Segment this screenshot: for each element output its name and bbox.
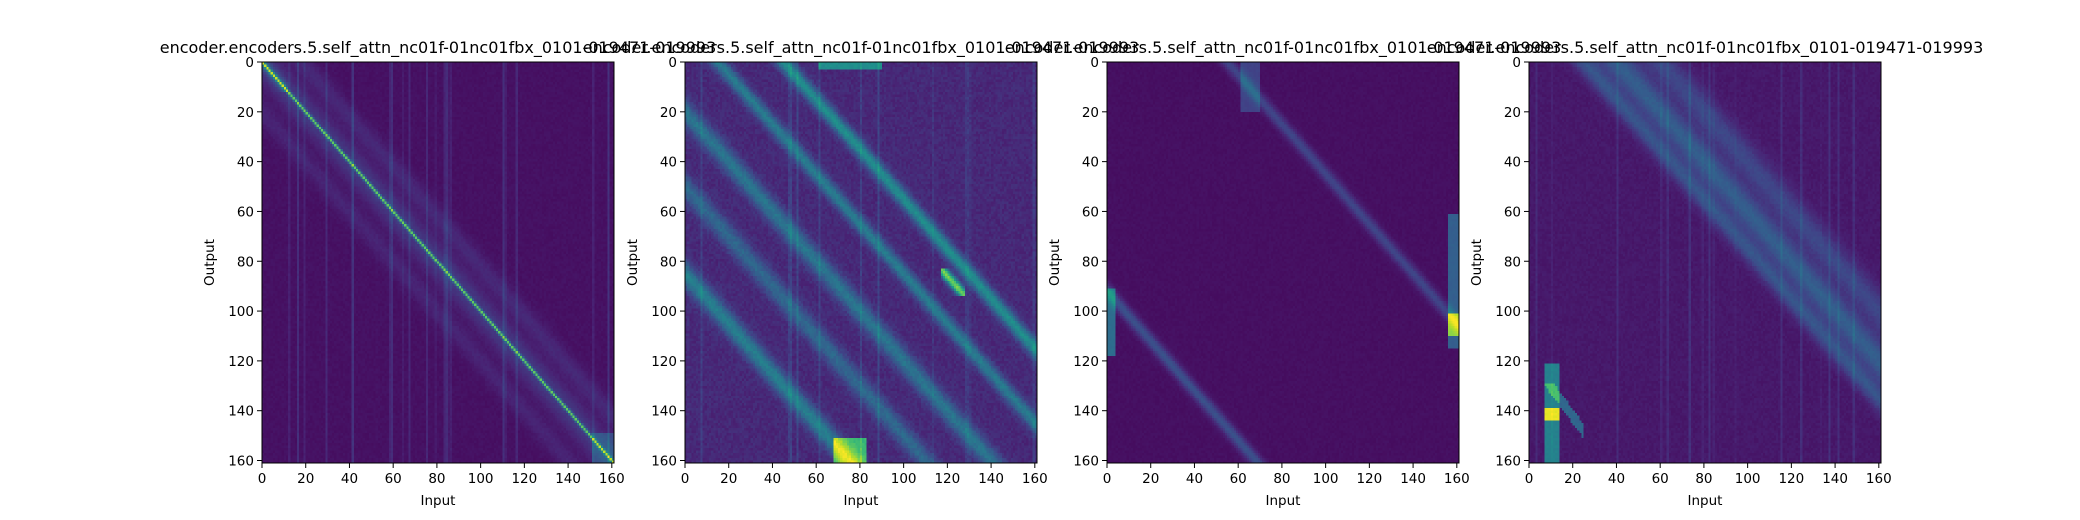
x-tick-label: 120 bbox=[934, 471, 960, 487]
chart-title: encoder.encoders.5.self_attn_nc01f-01nc0… bbox=[160, 38, 717, 58]
y-tick-label: 60 bbox=[237, 204, 254, 220]
heatmap-image-2 bbox=[685, 62, 1037, 463]
y-tick-label: 80 bbox=[1082, 254, 1099, 270]
x-tick-label: 0 bbox=[1525, 471, 1534, 487]
y-axis-label: Output bbox=[1047, 239, 1063, 286]
x-tick-label: 100 bbox=[1735, 471, 1761, 487]
y-tick-label: 160 bbox=[228, 454, 254, 470]
x-tick-label: 160 bbox=[599, 471, 625, 487]
y-tick-label: 80 bbox=[660, 254, 677, 270]
y-tick-label: 0 bbox=[1090, 55, 1099, 71]
y-tick-label: 100 bbox=[1073, 304, 1099, 320]
y-tick-label: 60 bbox=[1504, 204, 1521, 220]
y-tick-label: 40 bbox=[1082, 155, 1099, 171]
x-tick-label: 160 bbox=[1866, 471, 1892, 487]
x-tick-label: 20 bbox=[1564, 471, 1581, 487]
axes-frame-4 bbox=[1528, 61, 1882, 464]
y-axis-label: Output bbox=[1469, 239, 1485, 286]
x-tick-label: 160 bbox=[1022, 471, 1048, 487]
x-tick-label: 0 bbox=[258, 471, 267, 487]
heatmap-panel-3: 0 20 40 60 80 100 120 140 1600204060801001201401… bbox=[1005, 38, 1562, 509]
x-tick-label: 140 bbox=[1822, 471, 1848, 487]
x-axis-label: Input bbox=[421, 493, 456, 509]
x-axis-label: Input bbox=[1688, 493, 1723, 509]
x-tick-label: 40 bbox=[341, 471, 358, 487]
y-tick-label: 20 bbox=[1082, 105, 1099, 121]
x-tick-label: 120 bbox=[1356, 471, 1382, 487]
y-tick-label: 100 bbox=[1495, 304, 1521, 320]
x-axis-label: Input bbox=[1266, 493, 1301, 509]
x-tick-label: 0 bbox=[1103, 471, 1112, 487]
y-tick-label: 0 bbox=[1512, 55, 1521, 71]
y-tick-label: 120 bbox=[228, 354, 254, 370]
chart-title: encoder.encoders.5.self_attn_nc01f-01nc0… bbox=[583, 38, 1140, 58]
x-tick-label: 80 bbox=[851, 471, 868, 487]
x-tick-label: 120 bbox=[1778, 471, 1804, 487]
y-tick-label: 160 bbox=[1495, 454, 1521, 470]
x-tick-label: 140 bbox=[978, 471, 1004, 487]
x-tick-label: 160 bbox=[1444, 471, 1470, 487]
y-tick-label: 40 bbox=[1504, 155, 1521, 171]
chart-title: encoder.encoders.5.self_attn_nc01f-01nc0… bbox=[1005, 38, 1562, 58]
y-tick-label: 40 bbox=[660, 155, 677, 171]
y-tick-label: 40 bbox=[237, 155, 254, 171]
y-tick-label: 60 bbox=[660, 204, 677, 220]
x-tick-label: 100 bbox=[468, 471, 494, 487]
y-axis-label: Output bbox=[202, 239, 218, 286]
x-tick-label: 0 bbox=[681, 471, 690, 487]
chart-title: encoder.encoders.5.self_attn_nc01f-01nc0… bbox=[1427, 38, 1984, 58]
y-tick-label: 100 bbox=[228, 304, 254, 320]
x-tick-label: 80 bbox=[428, 471, 445, 487]
x-tick-label: 100 bbox=[891, 471, 917, 487]
y-tick-label: 20 bbox=[660, 105, 677, 121]
heatmap-panel-4: 0 20 40 60 80 100 120 140 1600204060801001201401… bbox=[1427, 38, 1984, 509]
y-tick-label: 140 bbox=[1073, 404, 1099, 420]
axes-frame-3 bbox=[1106, 61, 1460, 464]
x-tick-label: 60 bbox=[808, 471, 825, 487]
y-tick-label: 140 bbox=[1495, 404, 1521, 420]
x-axis-label: Input bbox=[844, 493, 879, 509]
x-tick-label: 100 bbox=[1313, 471, 1339, 487]
heatmap-image-3 bbox=[1107, 62, 1459, 463]
x-tick-label: 140 bbox=[555, 471, 581, 487]
x-tick-label: 80 bbox=[1273, 471, 1290, 487]
y-tick-label: 120 bbox=[1495, 354, 1521, 370]
axes-frame-1 bbox=[261, 61, 615, 464]
y-tick-label: 80 bbox=[1504, 254, 1521, 270]
heatmap-panel-2: 0 20 40 60 80 100 120 140 1600204060801001201401… bbox=[583, 38, 1140, 509]
axes-frame-2 bbox=[684, 61, 1038, 464]
heatmap-image-1 bbox=[262, 62, 614, 463]
y-axis-label: Output bbox=[625, 239, 641, 286]
x-tick-label: 20 bbox=[720, 471, 737, 487]
y-tick-label: 120 bbox=[651, 354, 677, 370]
heatmap-image-4 bbox=[1529, 62, 1881, 463]
x-tick-label: 120 bbox=[511, 471, 537, 487]
y-tick-label: 0 bbox=[668, 55, 677, 71]
y-tick-label: 20 bbox=[1504, 105, 1521, 121]
x-tick-label: 60 bbox=[385, 471, 402, 487]
x-tick-label: 60 bbox=[1652, 471, 1669, 487]
y-tick-label: 20 bbox=[237, 105, 254, 121]
x-tick-label: 40 bbox=[764, 471, 781, 487]
x-tick-label: 140 bbox=[1400, 471, 1426, 487]
y-tick-label: 140 bbox=[651, 404, 677, 420]
x-tick-label: 20 bbox=[1142, 471, 1159, 487]
x-tick-label: 60 bbox=[1230, 471, 1247, 487]
y-tick-label: 80 bbox=[237, 254, 254, 270]
y-tick-label: 60 bbox=[1082, 204, 1099, 220]
y-tick-label: 140 bbox=[228, 404, 254, 420]
x-tick-label: 40 bbox=[1608, 471, 1625, 487]
x-tick-label: 40 bbox=[1186, 471, 1203, 487]
y-tick-label: 120 bbox=[1073, 354, 1099, 370]
y-tick-label: 160 bbox=[1073, 454, 1099, 470]
heatmap-panel-1: 0 20 40 60 80 100 120 140 1600204060801001201401… bbox=[160, 38, 717, 509]
y-tick-label: 0 bbox=[245, 55, 254, 71]
x-tick-label: 80 bbox=[1695, 471, 1712, 487]
y-tick-label: 160 bbox=[651, 454, 677, 470]
x-tick-label: 20 bbox=[297, 471, 314, 487]
y-tick-label: 100 bbox=[651, 304, 677, 320]
